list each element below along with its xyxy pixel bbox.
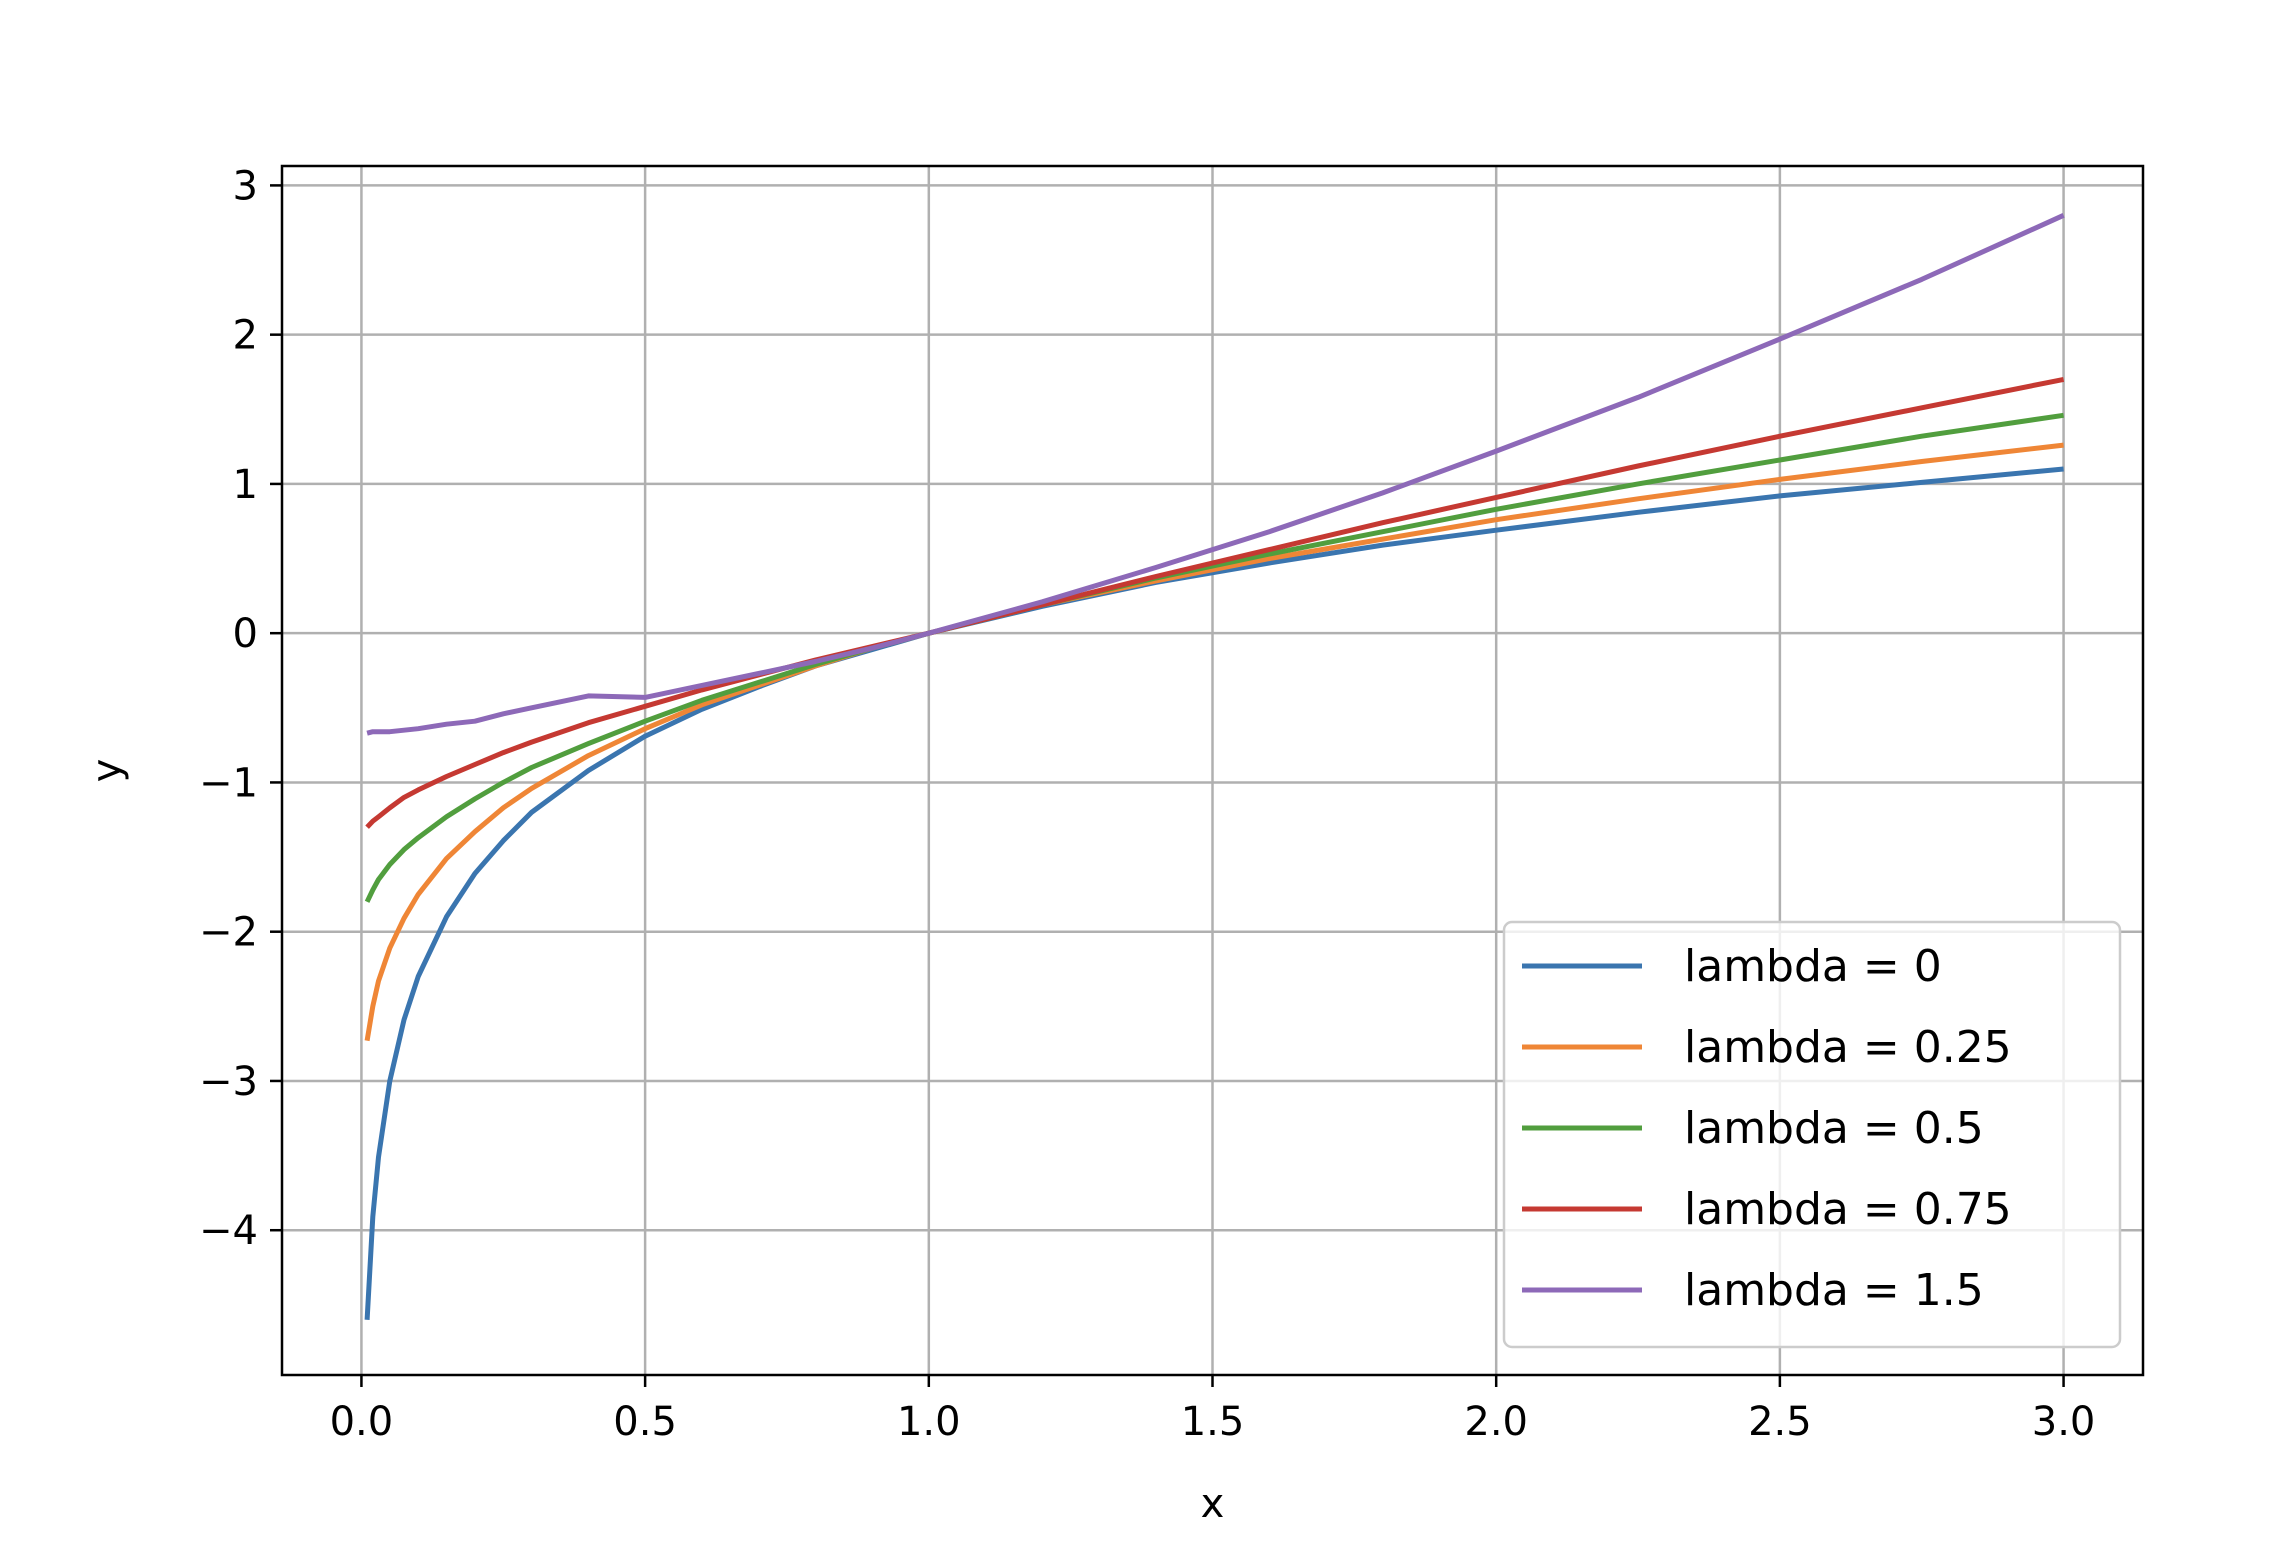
legend-label: lambda = 1.5 — [1684, 1265, 1984, 1316]
y-tick-label: −4 — [199, 1208, 258, 1254]
series-line-3 — [365, 376, 2065, 829]
x-tick-label: 2.5 — [1748, 1399, 1812, 1445]
series-line-1 — [364, 442, 2064, 1042]
y-tick-label: 1 — [233, 462, 258, 508]
x-tick-label: 0.5 — [613, 1399, 677, 1445]
series-line-4 — [366, 213, 2065, 736]
legend-box — [1502, 920, 2122, 1349]
y-tick-label: 2 — [233, 313, 258, 359]
y-tick-label: −2 — [199, 910, 258, 956]
legend: lambda = 0 lambda = 0.25 lambda = 0.5 lambd… — [1502, 920, 2122, 1349]
legend-label: lambda = 0 — [1684, 941, 1942, 992]
x-tick-label: 2.0 — [1464, 1399, 1528, 1445]
y-tick-label: −1 — [199, 760, 258, 806]
x-axis-label: x — [1201, 1481, 1225, 1527]
y-tick-label: −3 — [199, 1059, 258, 1105]
x-tick-label: 1.0 — [897, 1399, 961, 1445]
x-tick-label: 1.5 — [1181, 1399, 1245, 1445]
y-axis-label: y — [84, 759, 130, 783]
x-tick-label: 3.0 — [2032, 1399, 2096, 1445]
legend-label: lambda = 0.75 — [1684, 1184, 2012, 1235]
x-tick-label: 0.0 — [330, 1399, 394, 1445]
series-line-2 — [364, 412, 2064, 903]
y-tick-label: 3 — [233, 163, 258, 209]
series-lines — [364, 213, 2065, 1320]
series-line-0 — [364, 466, 2064, 1320]
legend-label: lambda = 0.25 — [1684, 1022, 2012, 1073]
y-tick-label: 0 — [233, 611, 258, 657]
legend-label: lambda = 0.5 — [1684, 1103, 1984, 1154]
axis-ticks: 0.0 0.5 1.0 1.5 2.0 2.5 3.0 −4 −3 −2 −1 0 1 2 3 — [199, 163, 2095, 1445]
